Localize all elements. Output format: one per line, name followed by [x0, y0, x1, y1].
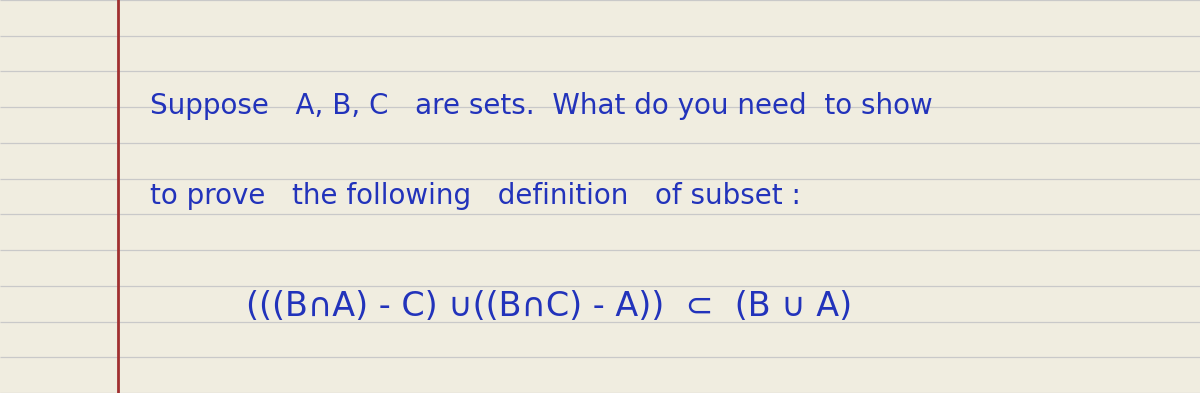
Text: Suppose   A, B, C   are sets.  What do you need  to show: Suppose A, B, C are sets. What do you ne… [150, 92, 932, 120]
Text: (((B∩A) - C) ∪((B∩C) - A))  ⊂  (B ∪ A): (((B∩A) - C) ∪((B∩C) - A)) ⊂ (B ∪ A) [246, 290, 852, 323]
Text: to prove   the following   definition   of subset :: to prove the following definition of sub… [150, 182, 800, 211]
